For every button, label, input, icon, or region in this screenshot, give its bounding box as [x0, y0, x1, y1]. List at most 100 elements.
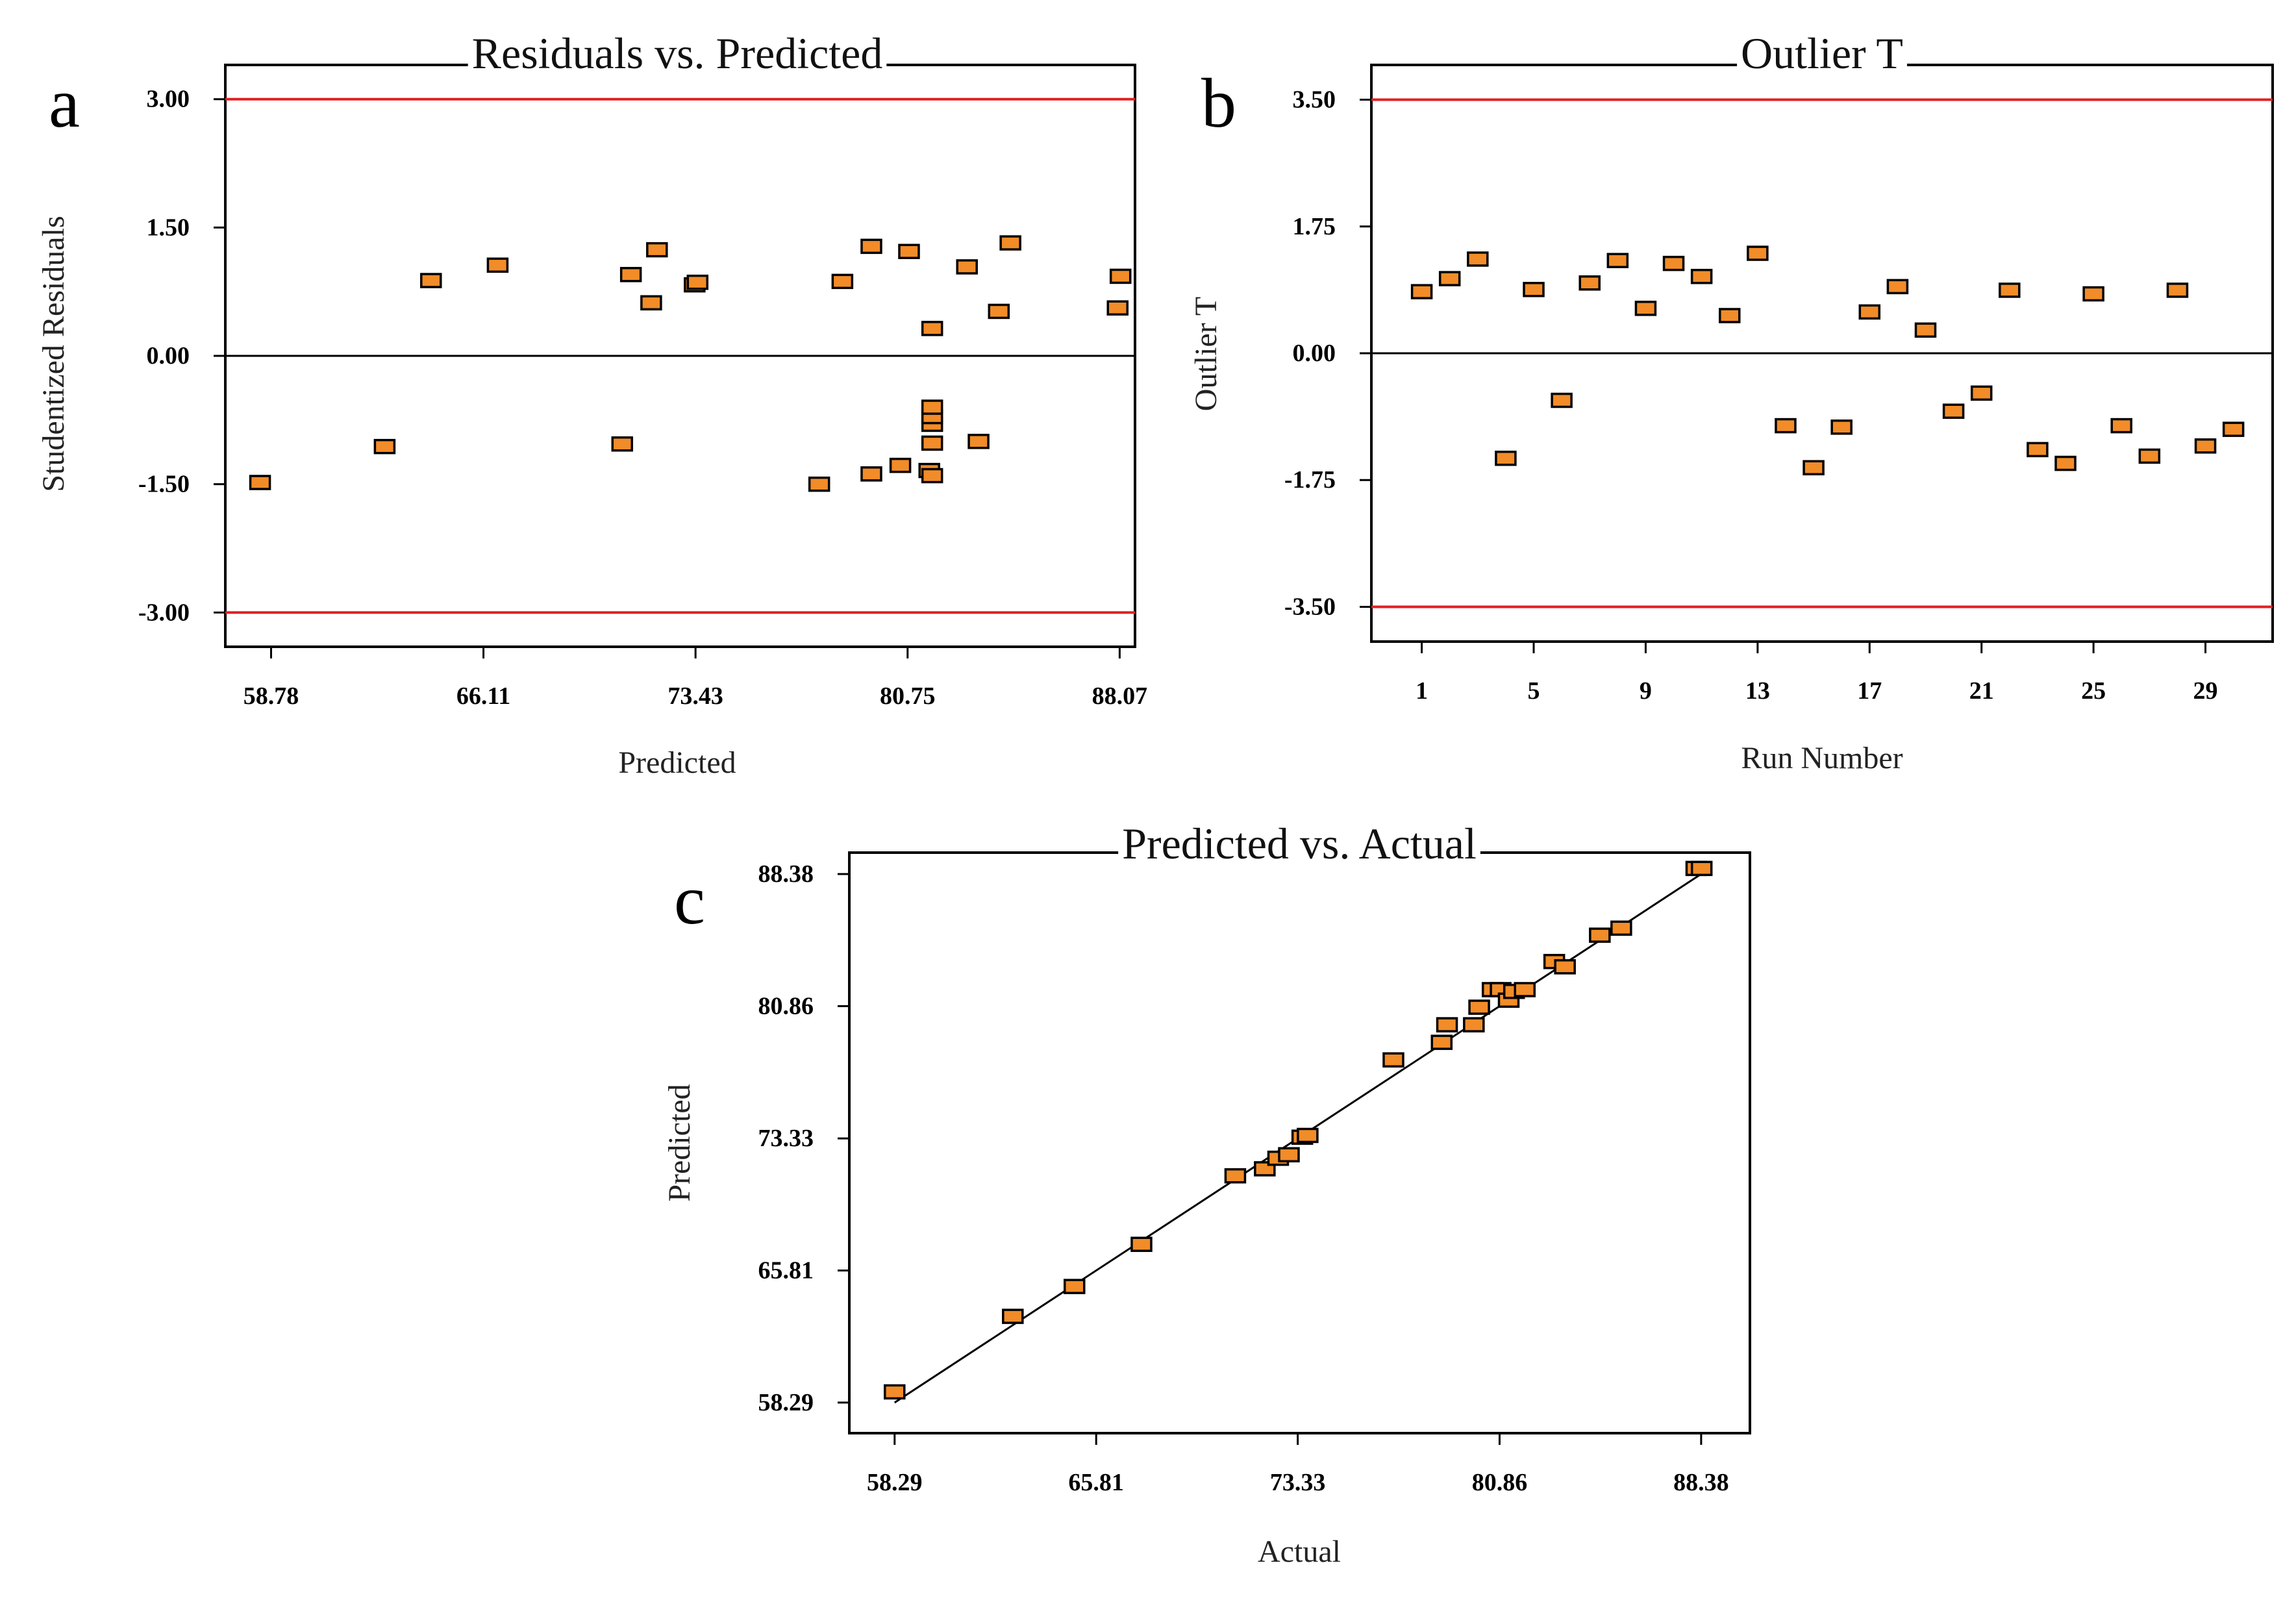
x-axis-label: Predicted — [618, 745, 736, 780]
chart-title: Predicted vs. Actual — [1122, 819, 1477, 868]
data-point — [486, 257, 509, 273]
data-point — [921, 399, 943, 415]
data-point — [1382, 1052, 1404, 1068]
data-point — [1438, 271, 1461, 286]
data-point — [921, 468, 943, 484]
data-point — [1886, 279, 1909, 295]
data-point — [808, 476, 830, 492]
title-gap — [1118, 851, 1480, 855]
x-tick-label: 5 — [1528, 677, 1540, 705]
x-tick-label: 80.86 — [1472, 1469, 1528, 1496]
data-point — [2222, 421, 2245, 437]
x-tick-label: 88.07 — [1092, 682, 1148, 710]
x-tick-label: 88.38 — [1673, 1469, 1729, 1496]
data-point — [1914, 322, 1937, 338]
data-point — [1495, 451, 1517, 466]
data-point — [860, 466, 882, 482]
y-tick-label: 1.75 — [1293, 213, 1336, 240]
data-point — [2027, 442, 2049, 458]
data-point — [1775, 418, 1797, 434]
x-tick-label: 80.75 — [880, 682, 936, 710]
data-point — [898, 244, 920, 259]
data-point — [2166, 282, 2189, 298]
x-tick-label: 73.33 — [1270, 1469, 1326, 1496]
data-point — [1436, 1017, 1458, 1033]
panel-c-predicted-vs-actual: Predicted vs. Actual c 88.38 80.86 73.33 65.8… — [662, 819, 1751, 1569]
data-point — [2110, 418, 2132, 434]
y-tick-label: -3.00 — [138, 599, 190, 626]
data-point — [1109, 268, 1132, 284]
data-point — [1130, 1236, 1153, 1252]
chart-title: Outlier T — [1741, 29, 1903, 78]
data-point — [1578, 275, 1601, 291]
y-tick-label: 65.81 — [758, 1257, 814, 1284]
data-point — [967, 434, 990, 449]
data-point — [1468, 999, 1490, 1015]
x-tick-label: 73.43 — [668, 682, 723, 710]
data-point — [1606, 253, 1629, 268]
data-point — [611, 436, 634, 452]
data-point — [1554, 959, 1576, 975]
y-tick-label: -1.50 — [138, 471, 190, 498]
panel-letter: c — [674, 862, 705, 939]
data-point — [1410, 284, 1433, 299]
data-point — [2082, 286, 2104, 302]
x-tick-label: 65.81 — [1068, 1469, 1124, 1496]
x-tick-label: 21 — [1969, 677, 1994, 705]
data-point — [1514, 982, 1536, 997]
y-tick-label: 0.00 — [1293, 340, 1336, 367]
y-tick-label: 73.33 — [758, 1125, 814, 1152]
panel-b-outlier-t: Outlier T b 3.50 1.75 0.00 -1.75 -3.50 1 5 9 13 17 2… — [1189, 29, 2274, 775]
data-point — [1002, 1308, 1024, 1324]
x-axis-label: Actual — [1258, 1534, 1341, 1569]
data-point — [619, 267, 642, 282]
data-point — [1589, 927, 1611, 943]
panel-letter: a — [49, 65, 80, 142]
data-point — [646, 242, 668, 258]
data-point — [1690, 268, 1713, 284]
title-gap — [468, 63, 887, 67]
data-point — [686, 274, 709, 290]
data-point — [640, 295, 662, 311]
data-point — [921, 435, 943, 451]
x-tick-label: 58.78 — [243, 682, 299, 710]
data-point — [2054, 455, 2077, 471]
data-point — [1970, 385, 1993, 401]
y-tick-label: -1.75 — [1284, 466, 1336, 494]
data-point — [831, 273, 854, 290]
x-tick-label: 1 — [1416, 677, 1428, 705]
x-tick-label: 13 — [1745, 677, 1770, 705]
y-tick-label: 3.00 — [147, 86, 190, 113]
data-point — [1523, 282, 1545, 297]
x-tick-label: 66.11 — [456, 682, 510, 710]
data-point — [1942, 403, 1965, 419]
data-point — [1467, 251, 1489, 267]
data-point — [1463, 1017, 1485, 1033]
data-point — [999, 235, 1021, 251]
data-point — [1551, 392, 1573, 408]
data-point — [860, 238, 882, 255]
data-point — [249, 475, 271, 490]
data-point — [1719, 308, 1741, 323]
data-point — [1858, 304, 1881, 320]
data-point — [2194, 438, 2217, 454]
data-point — [889, 457, 912, 473]
y-axis-label: Studentized Residuals — [36, 216, 71, 492]
data-point — [1662, 255, 1685, 271]
y-axis-label: Predicted — [662, 1084, 697, 1201]
data-point — [1747, 245, 1769, 261]
x-tick-label: 29 — [2193, 677, 2218, 705]
x-tick-label: 9 — [1640, 677, 1652, 705]
data-point — [1803, 460, 1825, 476]
data-point — [420, 273, 442, 288]
data-point — [2138, 448, 2161, 464]
x-tick-label: 25 — [2081, 677, 2106, 705]
y-tick-label: 0.00 — [147, 342, 190, 369]
data-point — [956, 259, 978, 275]
data-point — [373, 438, 396, 455]
data-point — [921, 321, 943, 336]
y-tick-label: 1.50 — [147, 214, 190, 241]
data-point — [988, 303, 1010, 319]
data-point — [1297, 1127, 1319, 1144]
